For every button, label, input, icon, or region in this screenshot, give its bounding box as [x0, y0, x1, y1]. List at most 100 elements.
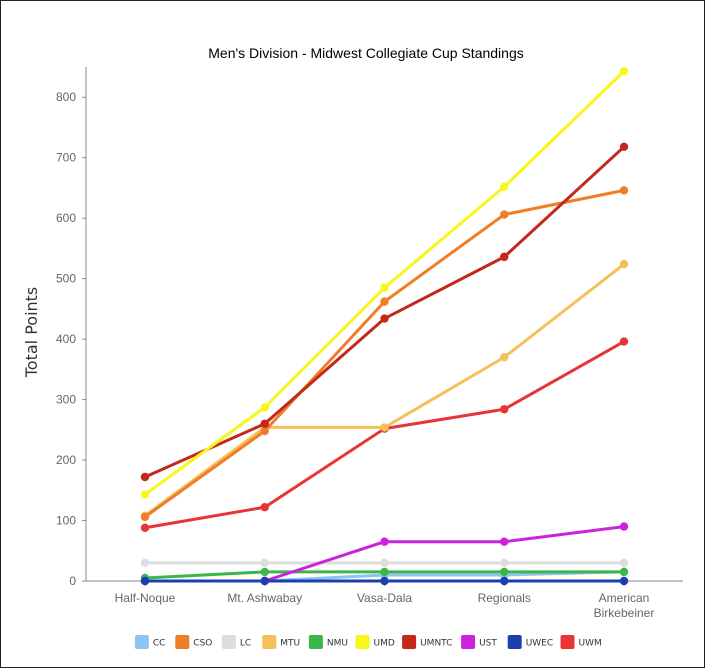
legend-swatch-cc: [134, 635, 149, 649]
data-point-umntc-half-noque: [140, 472, 150, 482]
legend: CC CSO LC MTU NMU UMD UMNTC UST UWEC UWM: [134, 635, 602, 649]
legend-item-ust: UST: [461, 635, 497, 649]
data-point-mtu-american-birkebeiner: [619, 259, 629, 269]
data-point-lc-regionals: [500, 558, 509, 568]
legend-item-umd: UMD: [355, 635, 395, 649]
data-point-ust-american-birkebeiner: [619, 522, 629, 531]
y-tick-label: 300: [56, 393, 76, 407]
legend-swatch-umntc: [402, 635, 417, 649]
y-axis-ticks: 0 100 200 300 400 500 600 700 800: [56, 90, 86, 588]
data-point-uwec-mt-ashwabay: [260, 576, 269, 586]
series-layer: [140, 67, 629, 586]
legend-item-cc: CC: [134, 635, 166, 649]
legend-label-mtu: MTU: [280, 639, 300, 649]
data-point-cso-half-noque: [140, 512, 150, 522]
data-point-cso-regionals: [500, 210, 509, 219]
y-tick-label: 800: [56, 90, 76, 104]
data-point-umntc-american-birkebeiner: [619, 142, 629, 152]
legend-swatch-cso: [175, 635, 190, 649]
x-tick-label-regionals: Regionals: [478, 591, 531, 605]
y-tick-label: 100: [56, 514, 76, 528]
legend-swatch-mtu: [262, 635, 277, 649]
y-tick-label: 500: [56, 272, 76, 286]
legend-label-cso: CSO: [193, 639, 212, 649]
data-point-uwm-mt-ashwabay: [260, 503, 269, 512]
data-point-umd-mt-ashwabay: [260, 403, 269, 412]
x-tick-label-mt-ashwabay: Mt. Ashwabay: [227, 591, 302, 605]
data-point-nmu-american-birkebeiner: [619, 567, 629, 577]
data-point-umntc-vasa-dala: [380, 314, 389, 323]
legend-label-umd: UMD: [374, 639, 395, 649]
series-umntc: [140, 142, 629, 482]
y-tick-label: 600: [56, 211, 76, 225]
data-point-nmu-mt-ashwabay: [260, 567, 269, 577]
x-tick-label-american-birkebeiner: American: [599, 591, 650, 605]
legend-item-lc: LC: [221, 635, 251, 649]
data-point-umd-vasa-dala: [380, 283, 389, 292]
series-uwec: [140, 576, 629, 586]
legend-swatch-uwec: [507, 635, 522, 649]
legend-label-uwec: UWEC: [526, 639, 553, 649]
data-point-uwec-vasa-dala: [380, 576, 389, 586]
data-point-uwm-half-noque: [140, 523, 150, 532]
legend-swatch-uwm: [560, 635, 575, 649]
data-point-uwm-american-birkebeiner: [619, 337, 629, 346]
legend-label-ust: UST: [479, 639, 497, 649]
data-point-uwec-regionals: [500, 576, 509, 586]
data-point-ust-regionals: [500, 537, 509, 546]
series-cso: [140, 186, 629, 522]
data-point-mtu-regionals: [500, 353, 509, 362]
legend-item-uwec: UWEC: [507, 635, 553, 649]
series-line-uwm: [144, 340, 625, 530]
data-point-lc-mt-ashwabay: [260, 558, 269, 568]
legend-label-nmu: NMU: [327, 639, 348, 649]
legend-label-lc: LC: [240, 639, 251, 649]
data-point-umntc-mt-ashwabay: [260, 419, 269, 428]
data-point-uwm-regionals: [500, 405, 509, 414]
legend-swatch-lc: [221, 635, 236, 649]
data-point-cso-mt-ashwabay: [260, 426, 269, 436]
y-axis-label: Total Points: [22, 287, 41, 379]
legend-label-uwm: UWM: [579, 639, 602, 649]
y-tick-label: 200: [56, 453, 76, 467]
legend-item-mtu: MTU: [262, 635, 300, 649]
series-umd: [140, 67, 629, 499]
series-line-cso: [144, 188, 625, 519]
chart-title: Men's Division - Midwest Collegiate Cup …: [208, 45, 523, 61]
data-point-lc-half-noque: [140, 558, 150, 568]
data-point-lc-vasa-dala: [380, 558, 389, 568]
legend-item-nmu: NMU: [308, 635, 348, 649]
data-point-mtu-vasa-dala: [380, 423, 389, 432]
data-point-cso-vasa-dala: [380, 297, 389, 306]
data-point-uwec-american-birkebeiner: [619, 576, 629, 586]
x-tick-label-american-birkebeiner: Birkebeiner: [594, 606, 655, 620]
data-point-umntc-regionals: [500, 252, 509, 262]
x-tick-label-half-noque: Half-Noque: [115, 591, 176, 605]
data-point-cso-american-birkebeiner: [619, 186, 629, 195]
legend-label-cc: CC: [153, 639, 166, 649]
y-tick-label: 400: [56, 332, 76, 346]
data-point-nmu-vasa-dala: [380, 567, 389, 577]
x-tick-label-vasa-dala: Vasa-Dala: [357, 591, 412, 605]
data-point-umd-american-birkebeiner: [619, 67, 629, 76]
data-point-umd-regionals: [500, 182, 509, 191]
x-axis-ticks: Half-Noque Mt. Ashwabay Vasa-Dala Regionals…: [115, 581, 655, 620]
legend-swatch-nmu: [308, 635, 323, 649]
data-point-lc-american-birkebeiner: [619, 558, 629, 568]
series-lc: [140, 558, 629, 568]
series-uwm: [140, 337, 629, 532]
legend-item-cso: CSO: [175, 635, 212, 649]
data-point-uwec-half-noque: [140, 576, 150, 586]
legend-item-umntc: UMNTC: [402, 635, 452, 649]
y-tick-label: 0: [69, 574, 76, 588]
y-tick-label: 700: [56, 151, 76, 165]
legend-label-umntc: UMNTC: [420, 639, 452, 649]
legend-swatch-umd: [355, 635, 370, 649]
data-point-umd-half-noque: [140, 490, 150, 499]
data-point-nmu-regionals: [500, 567, 509, 577]
legend-swatch-ust: [461, 635, 476, 649]
legend-item-uwm: UWM: [560, 635, 602, 649]
data-point-ust-vasa-dala: [380, 537, 389, 546]
